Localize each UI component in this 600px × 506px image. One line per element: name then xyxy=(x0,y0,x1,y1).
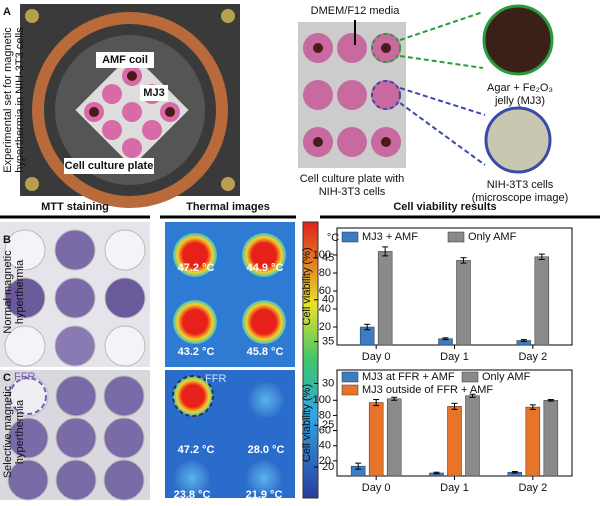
y-tick-label: 60 xyxy=(319,424,331,436)
legend-swatch xyxy=(341,384,359,396)
legend-label: Only AMF xyxy=(482,371,531,383)
ffr-label: FFR xyxy=(205,373,226,385)
x-tick-label: Day 1 xyxy=(440,351,469,363)
mtt-photo xyxy=(0,222,150,501)
photo-label: DMEM/F12 media xyxy=(311,5,401,17)
side-label: Experimental set for magnetic xyxy=(2,27,14,173)
colorbar-tick-label: 30 xyxy=(322,377,334,389)
legend-swatch xyxy=(341,231,359,243)
photo-label: AMF coil xyxy=(102,54,148,66)
column-header: MTT staining xyxy=(41,201,109,213)
temperature-label: 45.8 °C xyxy=(247,346,284,358)
legend-label: Only AMF xyxy=(468,231,517,243)
y-tick-label: 80 xyxy=(319,267,331,279)
legend-swatch xyxy=(461,371,479,383)
photo-label: Cell culture plate xyxy=(65,160,154,172)
x-tick-label: Day 0 xyxy=(362,351,391,363)
temperature-label: 28.0 °C xyxy=(248,444,285,456)
bar xyxy=(447,406,462,477)
side-label: Normal magnetic xyxy=(2,250,14,334)
side-label: hyperthermia xyxy=(14,399,26,464)
caption: NIH-3T3 cells xyxy=(319,186,386,198)
bar xyxy=(534,256,550,346)
legend-label: MJ3 at FFR + AMF xyxy=(362,371,455,383)
y-axis-label: Cell viability (%) xyxy=(301,384,313,462)
y-tick-label: 20 xyxy=(319,321,331,333)
y-tick-label: 40 xyxy=(319,440,331,452)
ffr-label: FFR xyxy=(14,371,35,383)
y-tick-label: 80 xyxy=(319,409,331,421)
x-tick-label: Day 2 xyxy=(518,351,547,363)
column-header: Thermal images xyxy=(186,201,270,213)
plate-photo xyxy=(298,4,554,174)
caption: (microscope image) xyxy=(472,192,569,204)
column-header: Cell viability results xyxy=(393,201,496,213)
bar xyxy=(386,398,402,477)
panel-label: C xyxy=(3,372,11,384)
side-label: Selective magnetic xyxy=(2,385,14,478)
y-axis-label: Cell viability (%) xyxy=(301,247,313,325)
legend-swatch xyxy=(341,371,359,383)
temperature-label: 23.8 °C xyxy=(174,489,211,501)
legend-label: MJ3 outside of FFR + AMF xyxy=(362,384,493,396)
colorbar-tick-label: 45 xyxy=(322,252,334,264)
x-tick-label: Day 0 xyxy=(362,482,391,494)
caption: NIH-3T3 cells xyxy=(487,179,554,191)
side-label: hyperthermia xyxy=(14,259,26,324)
caption: jelly (MJ3) xyxy=(494,95,545,107)
colorbar-tick-label: 20 xyxy=(322,461,334,473)
panel-label: B xyxy=(3,234,11,246)
x-tick-label: Day 1 xyxy=(440,482,469,494)
temperature-label: 44.9 °C xyxy=(247,262,284,274)
bar xyxy=(465,395,480,477)
caption: Agar + Fe₂O₃ xyxy=(487,82,553,94)
y-tick-label: 100 xyxy=(313,394,331,406)
temperature-label: 47.2 °C xyxy=(178,444,215,456)
y-tick-label: 20 xyxy=(319,455,331,467)
colorbar-tick-label: 35 xyxy=(322,336,334,348)
temperature-label: 47.2 °C xyxy=(178,262,215,274)
colorbar-tick-label: 40 xyxy=(322,294,334,306)
thermal-image xyxy=(165,221,319,499)
legend-swatch xyxy=(447,231,465,243)
colorbar-unit: °C xyxy=(327,232,339,244)
temperature-label: 43.2 °C xyxy=(178,346,215,358)
photo-label: MJ3 xyxy=(143,87,164,99)
panel-label: A xyxy=(3,6,11,18)
bar xyxy=(368,402,384,477)
x-tick-label: Day 2 xyxy=(518,482,547,494)
y-tick-label: 40 xyxy=(319,303,331,315)
legend-label: MJ3 + AMF xyxy=(362,231,418,243)
bar xyxy=(525,406,541,477)
y-tick-label: 60 xyxy=(319,285,331,297)
side-label: hyperthermia in NIH-3T3 cells xyxy=(14,27,26,173)
setup-photo xyxy=(20,4,240,208)
bar xyxy=(377,251,393,346)
bar xyxy=(456,260,471,346)
bar xyxy=(543,400,559,477)
caption: Cell culture plate with xyxy=(300,173,405,185)
colorbar-tick-label: 25 xyxy=(322,419,334,431)
temperature-label: 21.9 °C xyxy=(246,489,283,501)
y-tick-label: 100 xyxy=(313,249,331,261)
